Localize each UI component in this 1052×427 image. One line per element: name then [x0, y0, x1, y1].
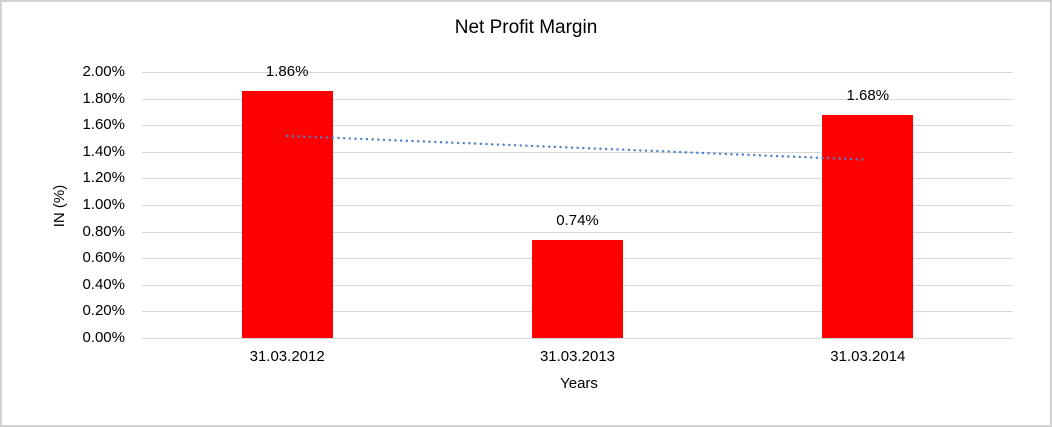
bar-31.03.2013	[532, 239, 623, 338]
bar-value-label: 0.74%	[556, 211, 599, 229]
y-axis-tick-label: 0.60%	[82, 249, 125, 267]
y-axis-tick-label: 1.00%	[82, 196, 125, 213]
y-axis-tick-label: 1.80%	[82, 89, 125, 107]
y-gridline	[142, 72, 1013, 73]
x-axis-tick-label: 31.03.2013	[539, 348, 616, 365]
y-gridline	[142, 338, 1013, 339]
y-gridline	[142, 231, 1013, 233]
trendline-path	[285, 134, 870, 161]
y-axis-tick-label: 1.20%	[82, 169, 125, 187]
y-axis-tick-label: 0.40%	[82, 275, 125, 293]
y-gridline	[142, 98, 1013, 100]
y-gridline	[142, 151, 1013, 153]
y-gridline	[142, 125, 1013, 127]
y-gridline	[142, 205, 1013, 206]
x-axis-tick-label: 31.03.2014	[830, 348, 906, 365]
y-axis-tick-label: 1.60%	[82, 116, 125, 134]
y-axis-tick-label: 0.00%	[82, 329, 125, 346]
x-axis-title: Years	[560, 375, 598, 392]
x-axis-tick-label: 31.03.2012	[249, 348, 325, 365]
y-axis-tick-label: 0.20%	[82, 302, 125, 320]
chart-title: Net Profit Margin	[454, 17, 598, 38]
y-axis-tick-label: 2.00%	[82, 63, 125, 80]
y-axis-tick-label: 0.80%	[82, 222, 125, 240]
bar-31.03.2012	[241, 90, 333, 338]
bar-value-label: 1.68%	[846, 86, 890, 104]
y-axis-tick-label: 1.40%	[82, 142, 125, 160]
bar-31.03.2014	[822, 114, 914, 338]
bar-value-label: 1.86%	[265, 62, 309, 80]
y-gridline	[142, 178, 1013, 180]
